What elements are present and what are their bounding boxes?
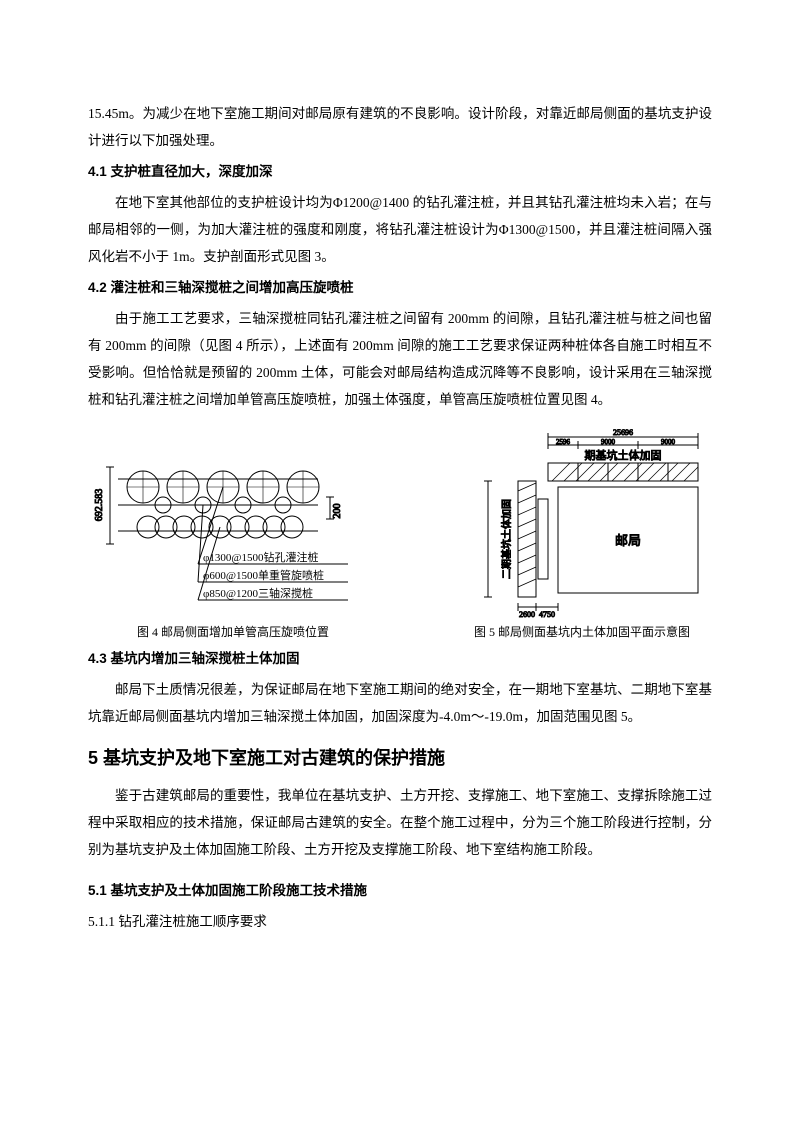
heading-5: 5 基坑支护及地下室施工对古建筑的保护措施	[88, 740, 712, 776]
figure-5-caption: 图 5 邮局侧面基坑内土体加固平面示意图	[474, 623, 690, 641]
fig5-bot-dim1: 2600	[519, 610, 535, 619]
figure-5-svg: 25696 2596 9000 9000 期基坑土体加固	[452, 429, 712, 619]
fig4-label-2: φ600@1500单重管旋喷桩	[203, 568, 324, 582]
fig5-sub3: 9000	[661, 438, 676, 446]
fig5-sub1: 2596	[556, 438, 571, 446]
para-4-1: 在地下室其他部位的支护桩设计均为Φ1200@1400 的钻孔灌注桩，并且其钻孔灌…	[88, 189, 712, 270]
heading-4-3: 4.3 基坑内增加三轴深搅桩土体加固	[88, 645, 712, 672]
fig5-sub2: 9000	[601, 438, 616, 446]
heading-4-2: 4.2 灌注桩和三轴深搅桩之间增加高压旋喷桩	[88, 274, 712, 301]
heading-5-1: 5.1 基坑支护及土体加固施工阶段施工技术措施	[88, 877, 712, 904]
heading-5-1-1: 5.1.1 钻孔灌注桩施工顺序要求	[88, 908, 712, 935]
fig4-dim-left: 692.583	[94, 489, 105, 522]
page: 15.45m。为减少在地下室施工期间对邮局原有建筑的不良影响。设计阶段，对靠近邮…	[0, 0, 800, 997]
figure-5: 25696 2596 9000 9000 期基坑土体加固	[452, 429, 712, 641]
figure-4: 692.583	[88, 449, 378, 641]
fig5-box-label: 邮局	[615, 533, 641, 548]
para-4-3: 邮局下土质情况很差，为保证邮局在地下室施工期间的绝对安全，在一期地下室基坑、二期…	[88, 676, 712, 730]
para-4-2: 由于施工工艺要求，三轴深搅桩同钻孔灌注桩之间留有 200mm 的间隙，且钻孔灌注…	[88, 305, 712, 413]
figure-4-svg: 692.583	[88, 449, 378, 619]
figure-row: 692.583	[88, 429, 712, 641]
fig5-bot-dim2: 4750	[539, 610, 555, 619]
figure-4-caption: 图 4 邮局侧面增加单管高压旋喷位置	[137, 623, 329, 641]
fig5-top-label: 期基坑土体加固	[585, 448, 662, 462]
fig4-label-3: φ850@1200三轴深搅桩	[203, 586, 313, 600]
fig5-top-dim: 25696	[613, 429, 633, 437]
para-5: 鉴于古建筑邮局的重要性，我单位在基坑支护、土方开挖、支撑施工、地下室施工、支撑拆…	[88, 782, 712, 863]
heading-4-1: 4.1 支护桩直径加大，深度加深	[88, 158, 712, 185]
fig5-side-label: 二期基坑土体加固	[500, 499, 513, 579]
intro-text: 15.45m。为减少在地下室施工期间对邮局原有建筑的不良影响。设计阶段，对靠近邮…	[88, 100, 712, 154]
fig4-label-1: φ1300@1500钻孔灌注桩	[203, 550, 318, 564]
fig4-dim-right: 200	[332, 504, 343, 519]
